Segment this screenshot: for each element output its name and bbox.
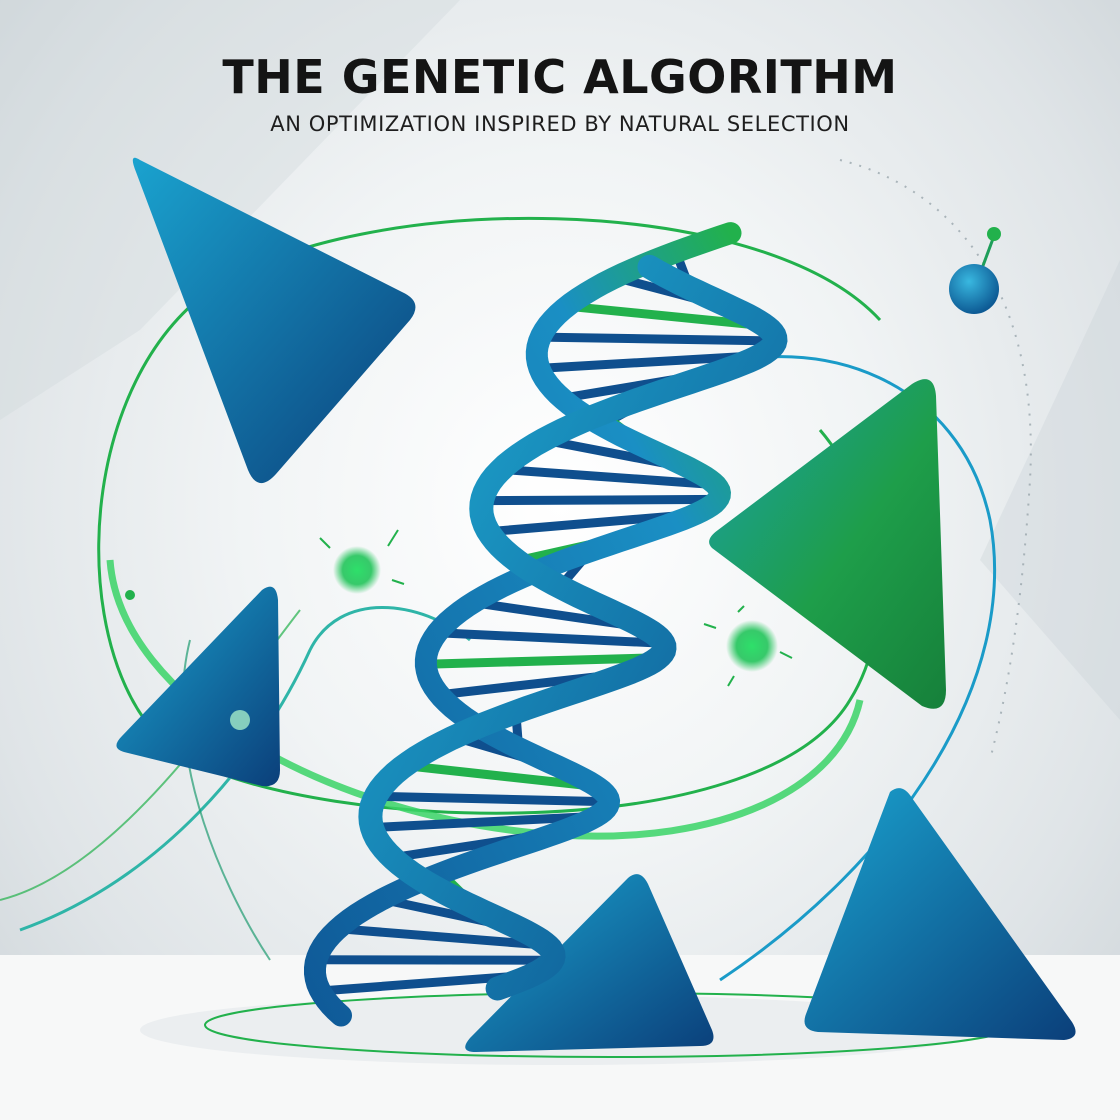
dna-strand-front xyxy=(358,254,788,1001)
dna-base-pair xyxy=(367,811,601,833)
molecule-icon xyxy=(949,227,1001,314)
dna-base-pair xyxy=(477,494,723,506)
dna-base-pair xyxy=(534,351,765,373)
dna-base-pair xyxy=(496,464,720,490)
dna-base-pair xyxy=(536,332,780,346)
dna-base-pair xyxy=(421,653,663,669)
triangle-green-right xyxy=(709,379,946,709)
page-subtitle: AN OPTIMIZATION INSPIRED BY NATURAL SELE… xyxy=(270,112,850,136)
green-particles xyxy=(125,529,793,730)
dna-base-pair xyxy=(371,791,614,807)
triangle-bottom-right xyxy=(804,788,1076,1040)
dna-helix-icon xyxy=(304,222,788,1027)
triangle-mid-left xyxy=(116,586,280,787)
triangle-bottom-center xyxy=(465,874,714,1052)
page-title: THE GENETIC ALGORITHM xyxy=(222,50,898,104)
dna-base-pair xyxy=(562,301,770,331)
dna-strand-back xyxy=(304,222,742,1027)
dna-base-pair xyxy=(400,761,602,791)
triangle-top-left xyxy=(132,157,416,484)
dna-base-pair xyxy=(333,924,552,950)
dna-base-pair xyxy=(432,628,668,648)
